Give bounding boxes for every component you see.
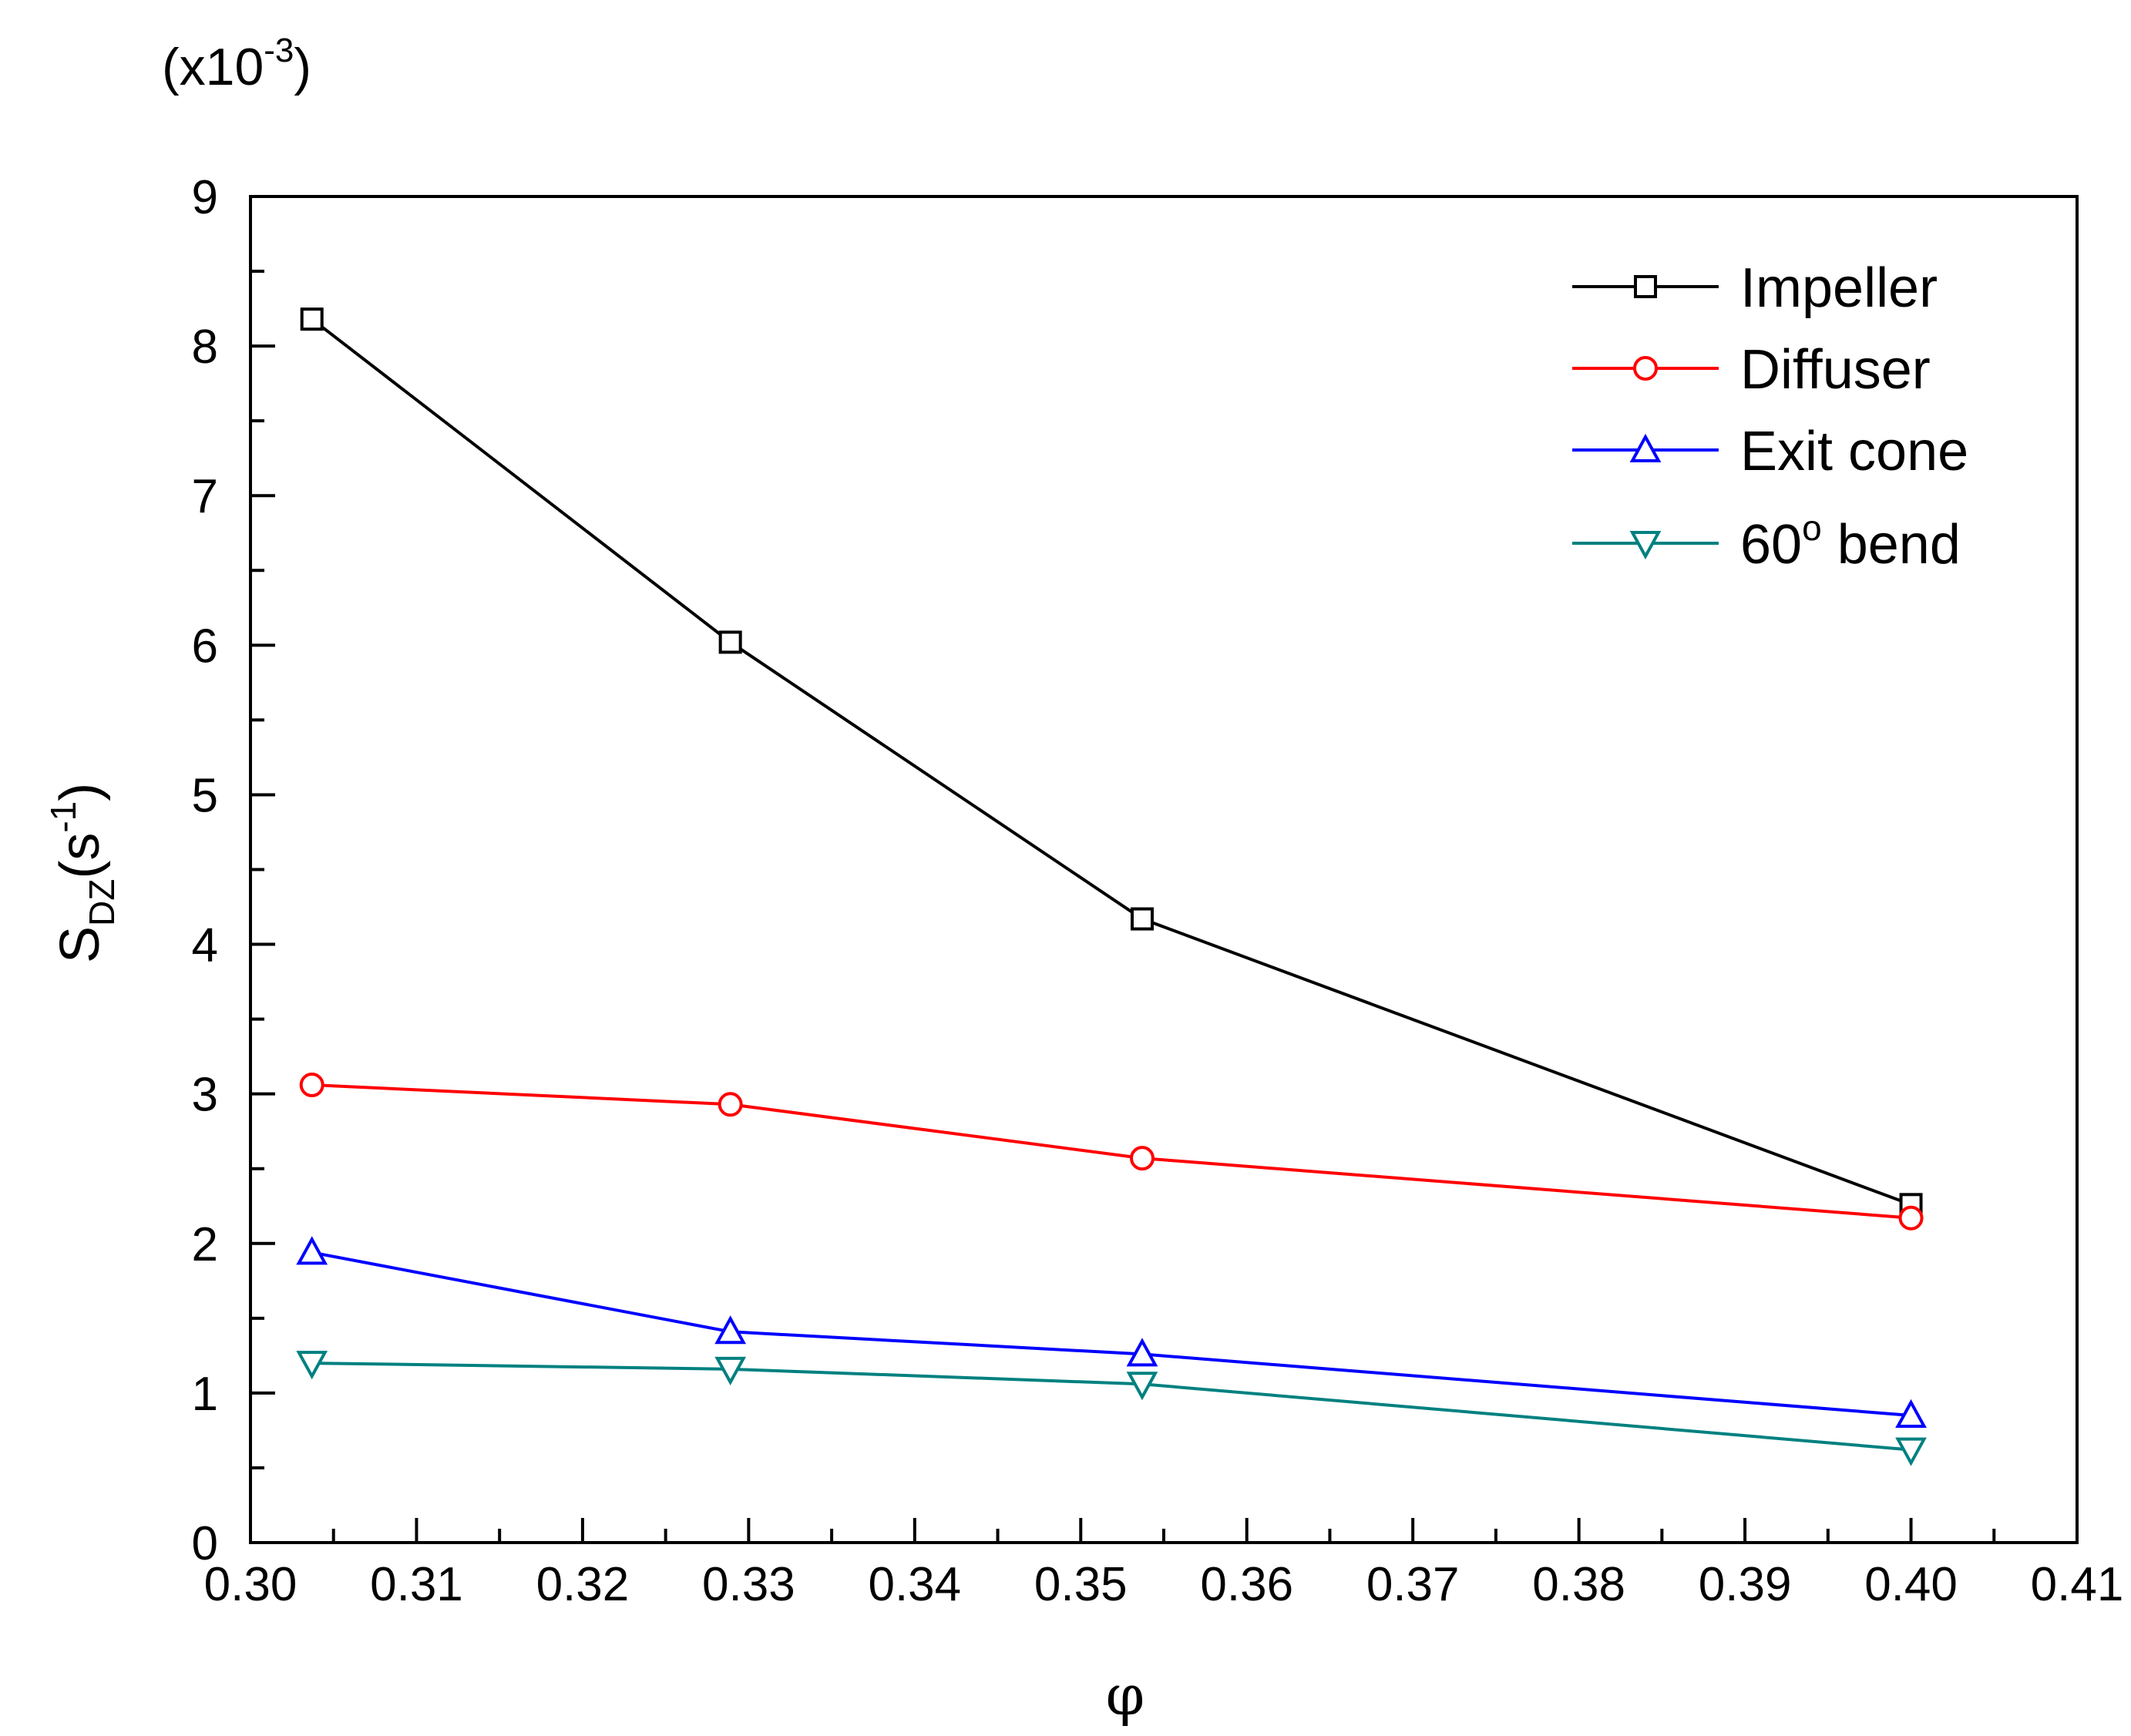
legend-label: 60o bend bbox=[1740, 508, 1961, 576]
y-title-unit-close: ) bbox=[49, 783, 111, 801]
series-exit-cone bbox=[296, 1236, 1927, 1429]
y-tick-label: 9 bbox=[192, 171, 218, 224]
legend-label: Diffuser bbox=[1740, 339, 1931, 401]
scale-exponent: -3 bbox=[264, 32, 294, 69]
series-line-60-bend bbox=[311, 1362, 1911, 1452]
x-tick-label: 0.36 bbox=[1200, 1558, 1293, 1611]
series-layer bbox=[296, 307, 1927, 1466]
scale-close: ) bbox=[294, 38, 311, 96]
data-point-diffuser bbox=[1129, 1146, 1155, 1171]
legend-item-60-bend: 60o bend bbox=[1572, 508, 1961, 576]
data-point-impeller bbox=[1130, 907, 1154, 931]
y-axis-ticks: 0 1 2 3 4 5 6 7 8 9 bbox=[192, 171, 275, 1570]
y-title-subscript: DZ bbox=[82, 879, 122, 926]
legend-marker bbox=[1633, 356, 1658, 381]
data-point-60-bend bbox=[296, 1351, 328, 1380]
y-title-unit-open: (s bbox=[49, 833, 111, 879]
data-point-exit-cone bbox=[1126, 1338, 1158, 1367]
y-title-main: S bbox=[49, 926, 111, 963]
legend-marker bbox=[1629, 433, 1662, 462]
series-line-impeller bbox=[311, 317, 1912, 1207]
y-axis-title: SDZ(s-1) bbox=[43, 783, 122, 963]
legend-label: Impeller bbox=[1740, 257, 1938, 319]
legend-item-diffuser: Diffuser bbox=[1572, 339, 1931, 401]
data-point-exit-cone bbox=[714, 1315, 747, 1345]
legend-marker bbox=[1634, 275, 1657, 298]
y-title-unit-exponent: -1 bbox=[43, 801, 83, 833]
data-point-diffuser bbox=[299, 1073, 324, 1098]
data-point-60-bend bbox=[1126, 1372, 1158, 1401]
data-point-impeller bbox=[300, 307, 324, 331]
y-tick-label: 2 bbox=[192, 1218, 218, 1271]
y-tick-label: 6 bbox=[192, 620, 218, 673]
legend-label: Exit cone bbox=[1740, 421, 1968, 482]
x-tick-label: 0.39 bbox=[1699, 1558, 1792, 1611]
x-tick-label: 0.40 bbox=[1864, 1558, 1958, 1611]
x-tick-label: 0.35 bbox=[1034, 1558, 1128, 1611]
data-point-diffuser bbox=[718, 1092, 743, 1117]
scale-label: (x10-3) bbox=[162, 32, 311, 96]
x-tick-label: 0.34 bbox=[868, 1558, 961, 1611]
x-tick-label: 0.37 bbox=[1366, 1558, 1460, 1611]
data-point-impeller bbox=[718, 630, 742, 654]
y-tick-label: 0 bbox=[192, 1517, 218, 1570]
y-tick-label: 5 bbox=[192, 769, 218, 822]
x-tick-label: 0.41 bbox=[2031, 1558, 2124, 1611]
legend-item-exit-cone: Exit cone bbox=[1572, 421, 1968, 482]
scale-base: (x10 bbox=[162, 38, 264, 96]
series-impeller bbox=[300, 307, 1923, 1217]
x-tick-label: 0.38 bbox=[1532, 1558, 1625, 1611]
x-tick-label: 0.33 bbox=[702, 1558, 795, 1611]
y-tick-label: 3 bbox=[192, 1069, 218, 1122]
data-point-60-bend bbox=[714, 1356, 747, 1385]
y-tick-label: 7 bbox=[192, 470, 218, 523]
x-tick-label: 0.32 bbox=[536, 1558, 630, 1611]
x-tick-label: 0.31 bbox=[370, 1558, 463, 1611]
data-point-diffuser bbox=[1898, 1205, 1924, 1231]
x-tick-label: 0.30 bbox=[204, 1558, 297, 1611]
svg-text:SDZ(s-1): SDZ(s-1) bbox=[43, 783, 122, 963]
x-axis-title: φ bbox=[1106, 1663, 1144, 1728]
series-diffuser bbox=[299, 1073, 1924, 1231]
series-line-diffuser bbox=[311, 1083, 1911, 1220]
series-60-bend bbox=[296, 1351, 1927, 1466]
data-point-exit-cone bbox=[1895, 1399, 1927, 1429]
y-tick-label: 4 bbox=[192, 919, 218, 972]
legend-marker bbox=[1629, 531, 1662, 560]
legend: Impeller Diffuser Exit cone 60o bend bbox=[1572, 257, 1968, 576]
y-tick-label: 8 bbox=[192, 321, 218, 374]
y-tick-label: 1 bbox=[192, 1368, 218, 1421]
data-point-60-bend bbox=[1895, 1437, 1927, 1466]
legend-item-impeller: Impeller bbox=[1572, 257, 1938, 319]
data-point-exit-cone bbox=[296, 1236, 328, 1265]
x-axis-ticks: 0.30 0.31 0.32 0.33 0.34 0.35 0.36 0.37 0.38 0.39… bbox=[204, 1518, 2124, 1611]
series-line-exit-cone bbox=[311, 1251, 1911, 1417]
